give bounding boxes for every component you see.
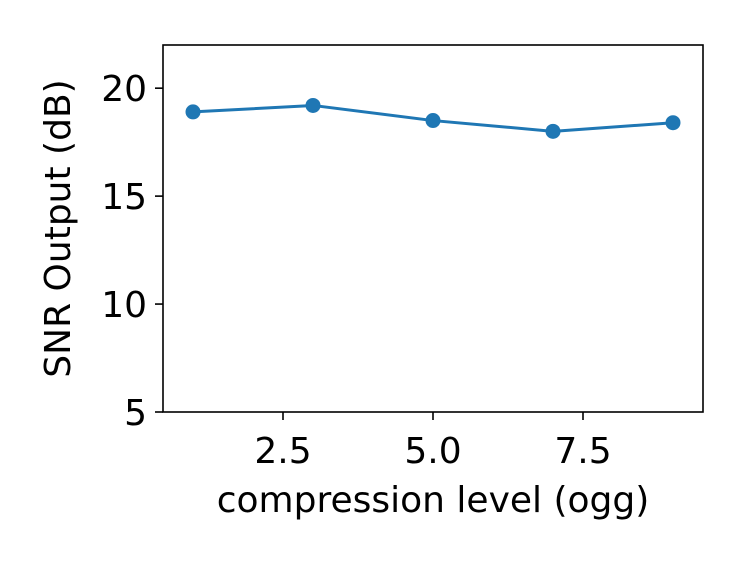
data-point <box>665 115 681 131</box>
y-tick-label: 10 <box>101 285 147 326</box>
data-point <box>185 104 201 120</box>
plot-area-frame <box>162 44 704 413</box>
data-point <box>305 97 321 113</box>
y-tick-label: 15 <box>101 177 147 218</box>
y-tick-label: 5 <box>124 393 147 434</box>
x-axis-label: compression level (ogg) <box>217 480 650 521</box>
y-axis-label: SNR Output (dB) <box>38 79 79 377</box>
data-series <box>185 97 681 139</box>
x-tick-label: 5.0 <box>404 431 461 472</box>
x-tick-label: 2.5 <box>254 431 311 472</box>
data-point <box>545 123 561 139</box>
y-tick-label: 20 <box>101 69 147 110</box>
data-point <box>425 113 441 129</box>
x-tick-label: 7.5 <box>554 431 611 472</box>
y-axis-ticks: 5 10 15 20 <box>101 69 163 434</box>
x-axis-ticks: 2.5 5.0 7.5 <box>254 412 612 472</box>
